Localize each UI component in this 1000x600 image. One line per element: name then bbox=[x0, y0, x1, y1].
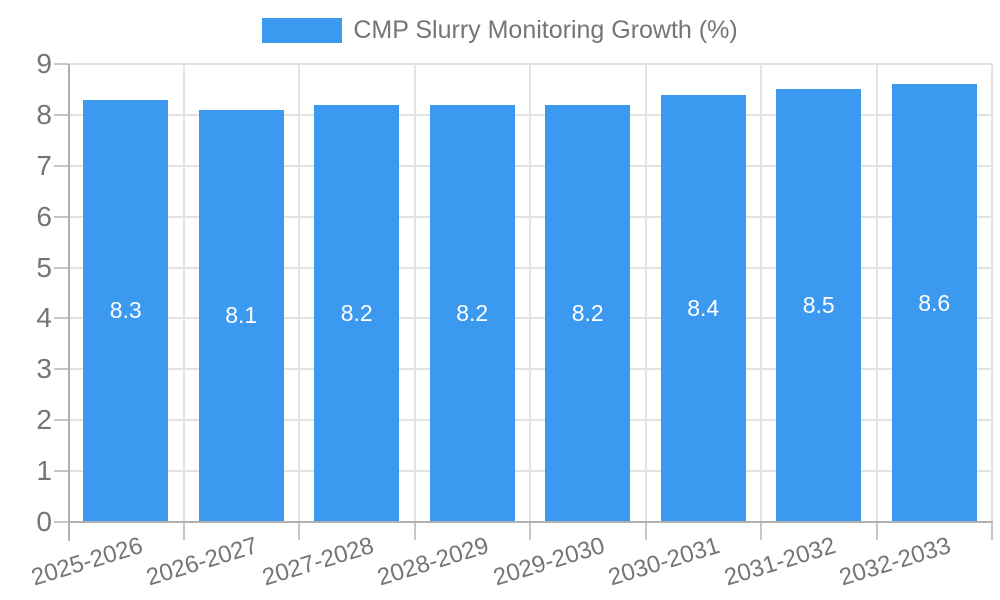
v-gridline bbox=[644, 64, 647, 522]
y-axis-tick bbox=[54, 266, 68, 269]
bar[interactable]: 8.2 bbox=[545, 104, 631, 522]
bar[interactable]: 8.6 bbox=[891, 84, 977, 522]
x-axis-line bbox=[68, 521, 993, 523]
v-gridline bbox=[991, 64, 993, 522]
y-axis-label: 6 bbox=[36, 200, 52, 232]
bar-value-label: 8.2 bbox=[340, 299, 373, 326]
y-axis-line bbox=[68, 64, 70, 541]
bar-value-label: 8.1 bbox=[225, 302, 258, 329]
bar-value-label: 8.6 bbox=[918, 289, 951, 316]
y-axis-label: 7 bbox=[36, 149, 52, 181]
x-axis-tick bbox=[875, 522, 878, 540]
x-axis-tick bbox=[182, 522, 185, 540]
y-axis-label: 2 bbox=[36, 404, 52, 436]
v-gridline bbox=[760, 64, 762, 522]
x-axis-tick bbox=[529, 522, 531, 540]
x-axis-label: 2029-2030 bbox=[489, 532, 608, 592]
y-axis-label: 3 bbox=[36, 353, 52, 385]
v-gridline bbox=[529, 64, 531, 522]
bar-value-label: 8.4 bbox=[687, 294, 720, 321]
x-axis-tick bbox=[413, 522, 416, 540]
y-axis-label: 0 bbox=[36, 506, 52, 537]
x-axis-label: 2028-2029 bbox=[374, 532, 493, 592]
y-axis-tick bbox=[54, 63, 68, 65]
bar[interactable]: 8.3 bbox=[83, 99, 169, 522]
y-axis-tick bbox=[54, 113, 68, 116]
plot-area: 8.3 8.1 8.2 8.2 8.2 8.4 8.5 8.6 bbox=[68, 63, 993, 522]
y-axis-label: 8 bbox=[36, 98, 52, 130]
bar[interactable]: 8.5 bbox=[776, 89, 862, 522]
bar[interactable]: 8.2 bbox=[314, 104, 400, 522]
bar-value-label: 8.3 bbox=[109, 297, 142, 324]
x-axis-label: 2026-2027 bbox=[143, 532, 262, 592]
y-axis-tick bbox=[54, 164, 68, 167]
bar[interactable]: 8.1 bbox=[198, 109, 284, 522]
y-axis-label: 1 bbox=[36, 455, 52, 487]
x-axis-label: 2025-2026 bbox=[27, 532, 146, 592]
y-axis-tick bbox=[54, 470, 68, 473]
bar-value-label: 8.5 bbox=[802, 292, 835, 319]
y-axis-tick bbox=[54, 317, 68, 320]
y-axis-tick bbox=[54, 215, 68, 218]
legend-swatch bbox=[262, 18, 343, 43]
bar[interactable]: 8.4 bbox=[660, 94, 746, 522]
y-axis-tick bbox=[54, 419, 68, 422]
v-gridline bbox=[413, 64, 416, 522]
x-axis-tick bbox=[298, 522, 300, 540]
v-gridline bbox=[298, 64, 300, 522]
x-axis-tick bbox=[991, 522, 993, 540]
x-axis-label: 2030-2031 bbox=[605, 532, 724, 592]
x-axis-tick bbox=[760, 522, 762, 540]
x-axis-tick bbox=[644, 522, 647, 540]
y-axis-tick bbox=[54, 521, 68, 523]
y-axis-tick bbox=[54, 368, 68, 371]
y-axis-label: 5 bbox=[36, 251, 52, 283]
y-axis-label: 4 bbox=[36, 302, 52, 334]
y-axis-label: 9 bbox=[36, 48, 52, 79]
legend[interactable]: CMP Slurry Monitoring Growth (%) bbox=[0, 16, 1000, 45]
legend-label: CMP Slurry Monitoring Growth (%) bbox=[353, 16, 738, 44]
x-axis-label: 2027-2028 bbox=[258, 532, 377, 592]
x-axis-label: 2031-2032 bbox=[720, 532, 839, 592]
bar[interactable]: 8.2 bbox=[429, 104, 515, 522]
bar-value-label: 8.2 bbox=[456, 299, 489, 326]
x-axis-label: 2032-2033 bbox=[836, 532, 955, 592]
v-gridline bbox=[182, 64, 185, 522]
v-gridline bbox=[875, 64, 878, 522]
bar-value-label: 8.2 bbox=[571, 299, 604, 326]
